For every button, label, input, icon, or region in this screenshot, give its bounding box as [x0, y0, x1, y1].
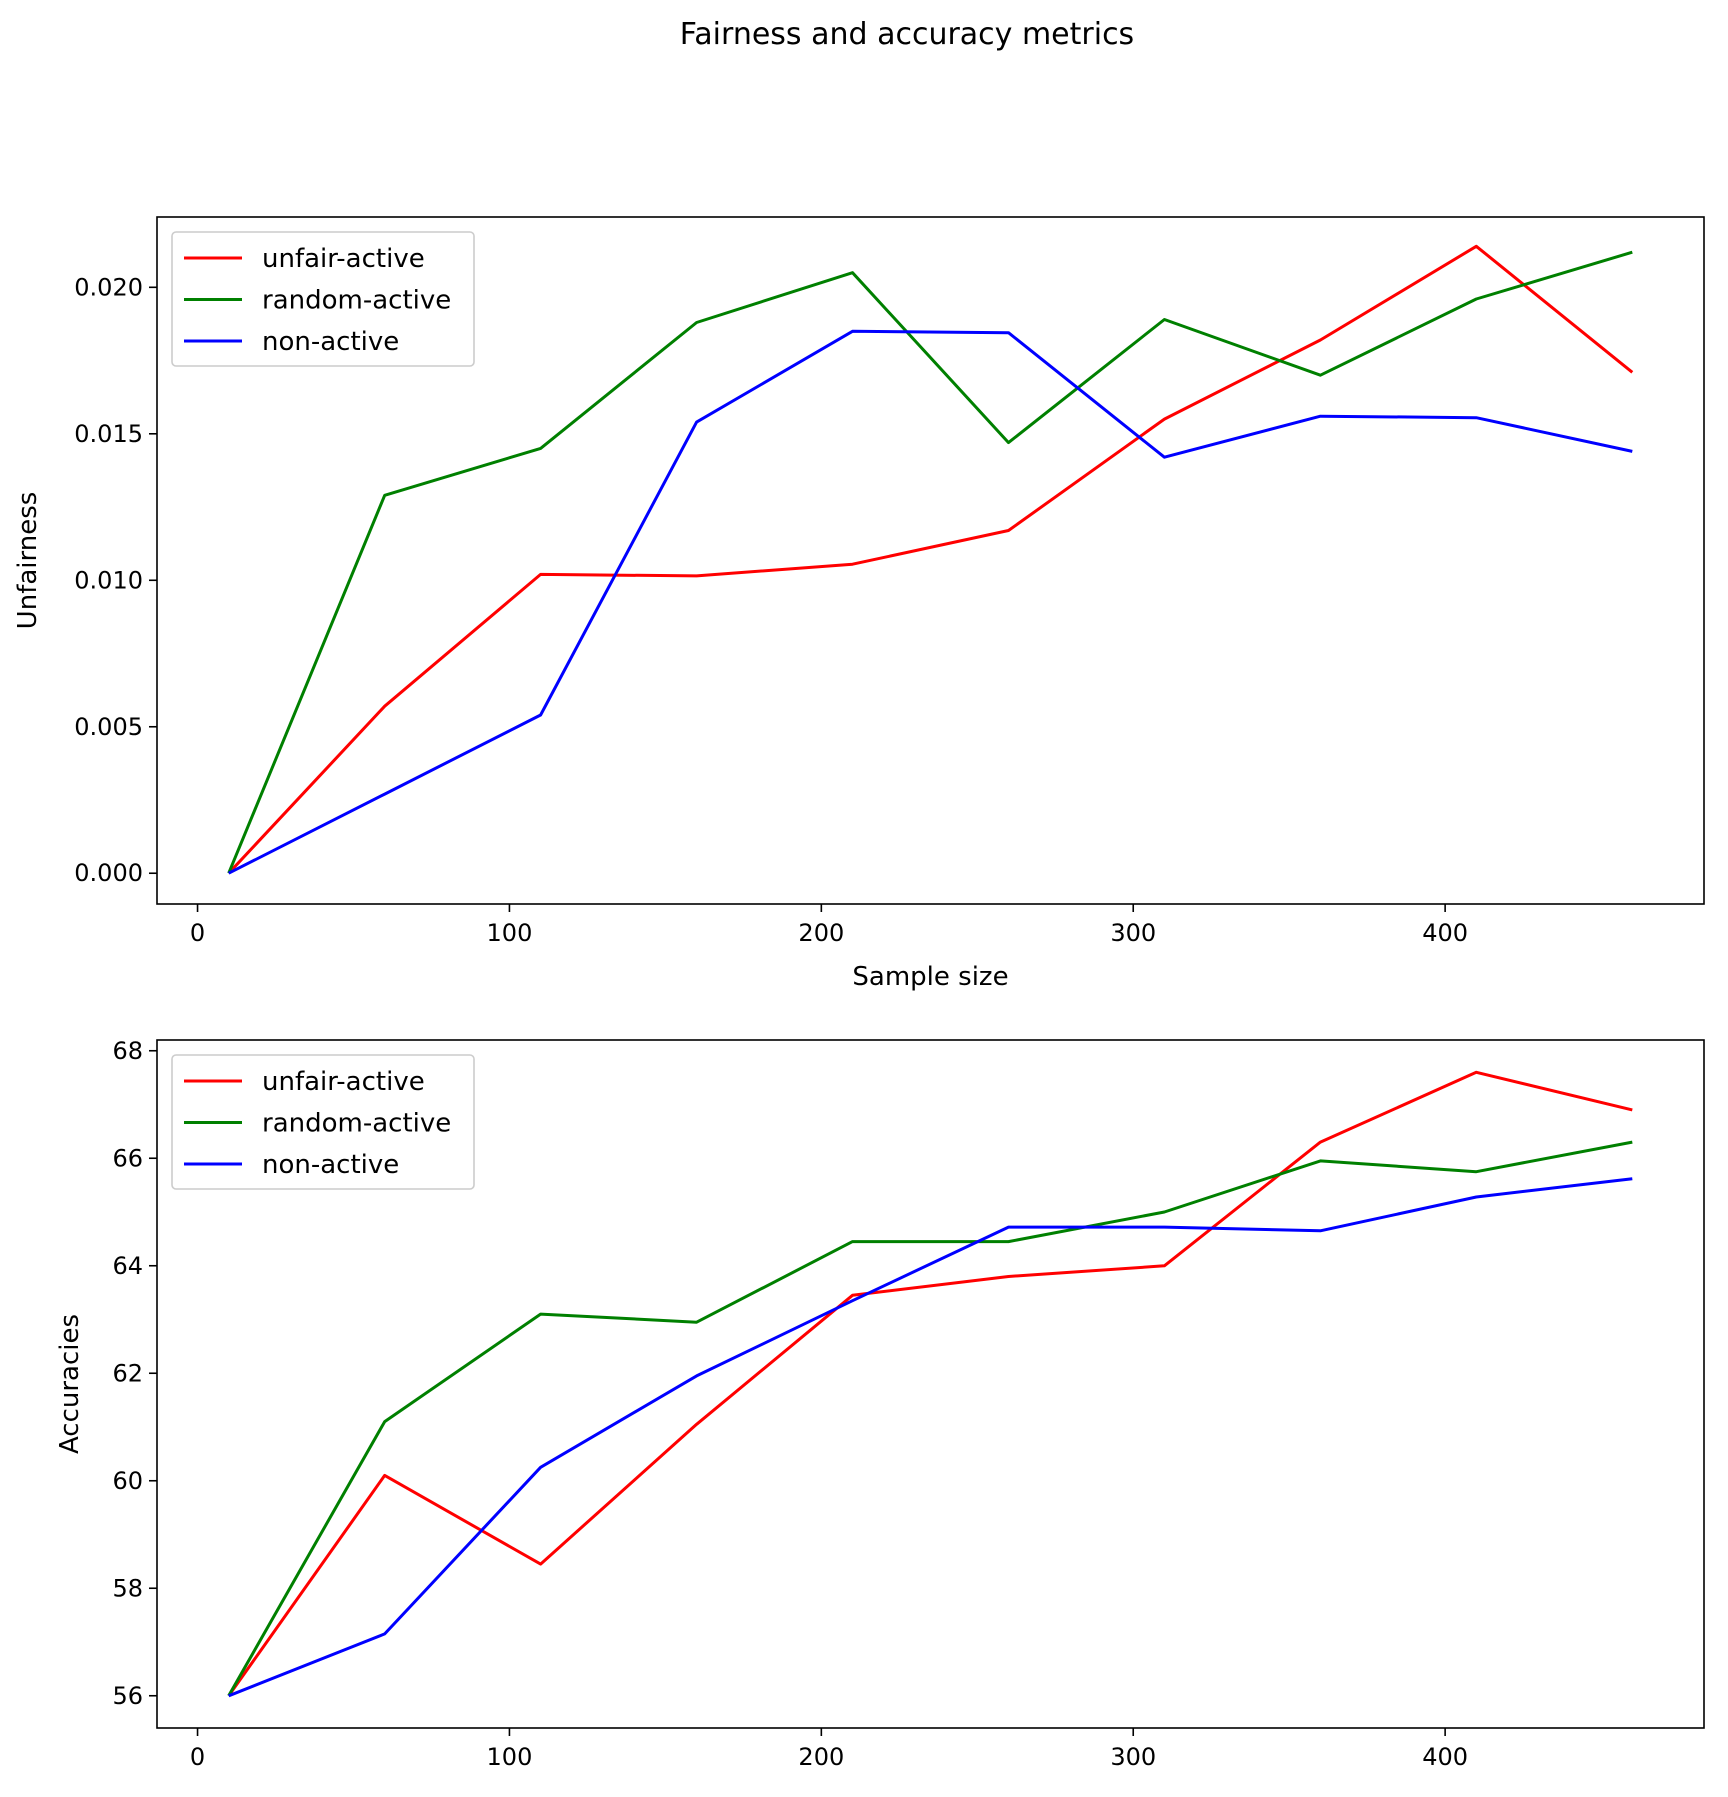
legend-label-non-active: non-active	[262, 327, 399, 357]
y-tick-label: 56	[112, 1682, 143, 1710]
legend-box	[171, 1054, 475, 1190]
y-tick-label: 60	[112, 1467, 143, 1495]
x-tick-label: 300	[1110, 1743, 1156, 1771]
legend-label-unfair-active: unfair-active	[262, 1067, 425, 1097]
x-tick-label: 100	[487, 1743, 533, 1771]
series-line-unfair-active	[227, 1070, 1633, 1697]
y-tick-label: 0.005	[74, 713, 143, 741]
axes-frame	[156, 1039, 1705, 1729]
y-tick-label: 68	[112, 1037, 143, 1065]
y-tick-label: 0.010	[74, 566, 143, 594]
x-tick-label: 100	[487, 919, 533, 947]
y-tick-label: 0.020	[74, 273, 143, 301]
series-line-non-active	[228, 1177, 1633, 1698]
axes-frame	[156, 216, 1705, 905]
y-tick-label: 58	[112, 1574, 143, 1602]
y-axis-label: Accuracies	[55, 1314, 85, 1454]
series-line-non-active	[228, 329, 1633, 875]
y-tick-label: 64	[112, 1252, 143, 1280]
y-tick-label: 62	[112, 1359, 143, 1387]
legend-box	[171, 231, 475, 367]
x-tick-label: 400	[1422, 919, 1468, 947]
y-tick-label: 66	[112, 1144, 143, 1172]
y-axis-label: Unfairness	[13, 492, 43, 630]
x-tick-label: 400	[1422, 1743, 1468, 1771]
series-line-random-active	[227, 1140, 1633, 1697]
legend-label-random-active: random-active	[262, 1109, 451, 1139]
series-line-random-active	[227, 250, 1633, 874]
y-tick-label: 0.000	[74, 859, 143, 887]
x-tick-label: 200	[798, 1743, 844, 1771]
legend-label-random-active: random-active	[262, 286, 451, 316]
x-tick-label: 0	[190, 919, 205, 947]
x-axis-label: Sample size	[852, 962, 1008, 992]
accuracies-plot: 0 100 200 300 400 56 58 60 62 64 66 68 Accuracies unf…	[55, 1037, 1705, 1771]
series-line-unfair-active	[227, 244, 1634, 875]
legend-label-non-active: non-active	[262, 1150, 399, 1180]
unfairness-plot: 0 100 200 300 400 0.000 0.005 0.010 0.015 0.020 Sa…	[13, 216, 1705, 992]
x-tick-label: 0	[190, 1743, 205, 1771]
figure-title: Fairness and accuracy metrics	[680, 17, 1134, 52]
x-tick-label: 300	[1110, 919, 1156, 947]
y-tick-label: 0.015	[74, 420, 143, 448]
legend-label-unfair-active: unfair-active	[262, 244, 425, 274]
x-tick-label: 200	[798, 919, 844, 947]
